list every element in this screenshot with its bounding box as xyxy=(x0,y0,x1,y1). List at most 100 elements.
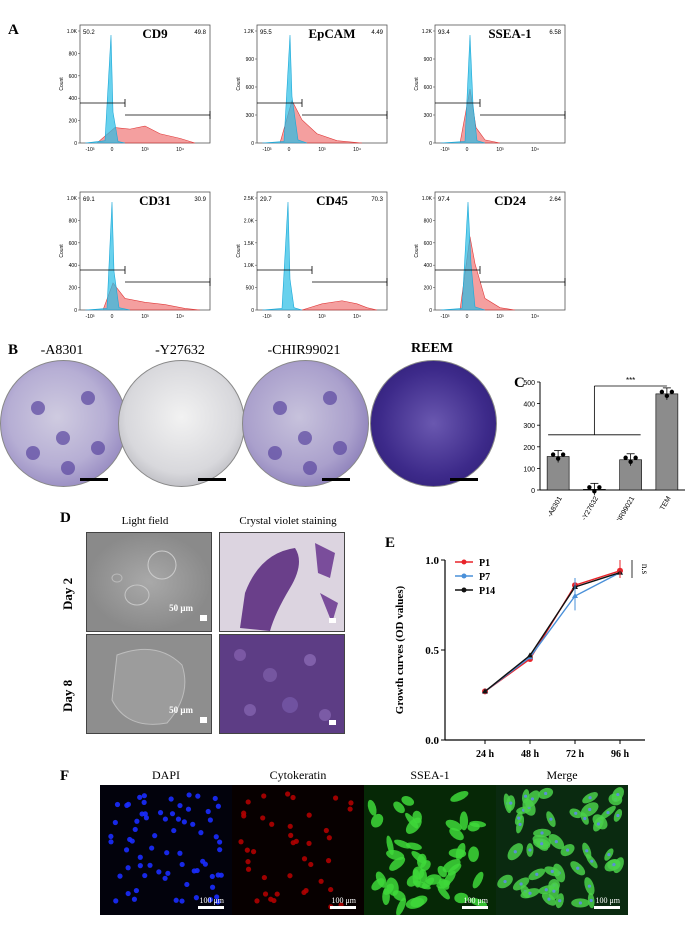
nucleus xyxy=(184,881,190,888)
y-tick-label: 1.0K xyxy=(67,29,78,35)
nucleus xyxy=(207,897,214,903)
x-tick-label: 10³ xyxy=(496,147,504,153)
marker-title: CD45 xyxy=(316,193,348,208)
culture-plate xyxy=(242,360,369,487)
y-axis-label: Count xyxy=(236,77,242,91)
scale-bar xyxy=(198,906,224,909)
fluorescence-channel-title: Cytokeratin xyxy=(269,768,327,782)
y-tick-label: 2.5K xyxy=(244,196,255,202)
row-label-day8: Day 8 xyxy=(60,679,75,712)
nucleus xyxy=(325,858,332,864)
culture-plate xyxy=(118,360,245,487)
plot-frame xyxy=(79,191,211,311)
plate-label: -CHIR99021 xyxy=(267,343,341,358)
crystal-violet-day8 xyxy=(219,634,345,734)
plot-frame xyxy=(434,24,566,144)
nucleus xyxy=(108,839,114,845)
colony xyxy=(91,441,105,455)
x-tick-label: 0 xyxy=(466,147,469,153)
histogram-cd9: 0 200 400 600 800 1.0K -10³ 0 10³ 10⁴ Count 50.2 49.… xyxy=(55,15,213,163)
sample-histogram xyxy=(440,236,516,311)
colony xyxy=(298,431,312,445)
significance-label: *** xyxy=(626,376,635,385)
y-axis-label: Count xyxy=(414,77,420,91)
nucleus xyxy=(190,821,196,827)
y-tick-label: 400 xyxy=(69,96,78,102)
nucleus xyxy=(306,840,312,846)
cell xyxy=(393,801,405,814)
fluorescence-image: 100 μm xyxy=(364,785,496,915)
nucleus xyxy=(169,811,176,817)
legend-marker xyxy=(461,573,467,579)
cell xyxy=(370,813,384,828)
x-tick-label: 10⁴ xyxy=(531,314,539,320)
scale-bar xyxy=(200,615,207,621)
panel-label-d: D xyxy=(60,510,71,526)
nucleus xyxy=(205,808,211,815)
nucleus xyxy=(552,889,556,893)
isotype-histogram xyxy=(84,201,131,311)
nucleus xyxy=(287,873,293,879)
nucleus xyxy=(175,816,182,822)
nucleus xyxy=(587,884,592,888)
nucleus xyxy=(165,870,171,876)
y-tick-label: 900 xyxy=(424,57,433,63)
nucleus xyxy=(274,891,280,897)
isotype-histogram xyxy=(261,201,303,311)
x-tick-label: 10⁴ xyxy=(176,147,184,153)
histogram-cd24: 0 200 400 600 800 1.0K -10³ 0 10³ 10⁴ Count 97.4 2.6… xyxy=(410,182,568,330)
nucleus xyxy=(209,884,216,890)
y-tick-label: 600 xyxy=(424,241,433,247)
left-gate-percent: 69.1 xyxy=(83,197,95,203)
nucleus xyxy=(141,799,147,805)
nucleus xyxy=(245,859,251,865)
nucleus xyxy=(177,850,183,856)
nucleus xyxy=(185,806,192,812)
legend-marker xyxy=(461,587,467,593)
y-tick-label: 1.0K xyxy=(67,196,78,202)
cell xyxy=(367,799,377,816)
nucleus xyxy=(540,842,544,846)
cell xyxy=(437,865,447,878)
y-tick-label: 500 xyxy=(246,286,255,292)
y-axis-label: Count xyxy=(59,77,65,91)
nucleus xyxy=(261,793,267,799)
nucleus xyxy=(301,856,308,862)
x-tick-label: -10³ xyxy=(86,147,95,153)
isotype-histogram xyxy=(261,34,308,144)
nucleus xyxy=(125,890,131,897)
right-gate-percent: 4.49 xyxy=(371,30,383,36)
cell xyxy=(445,819,462,831)
nucleus xyxy=(301,889,307,896)
fluorescence-image: 100 μm xyxy=(100,785,232,915)
nucleus xyxy=(558,899,562,903)
nucleus xyxy=(217,839,223,845)
histogram-epcam: 0 300 600 900 1.2K -10³ 0 10³ 10⁴ Count 95.5 4.49 Ep… xyxy=(232,15,390,163)
nucleus xyxy=(513,850,517,854)
plot-frame xyxy=(256,191,388,311)
cell xyxy=(405,817,422,834)
isotype-histogram xyxy=(439,34,486,144)
y-axis-label: Count xyxy=(236,244,242,258)
marker-title: CD24 xyxy=(494,193,526,208)
colony xyxy=(61,461,75,475)
y-tick-label: 1.2K xyxy=(244,29,255,35)
y-tick-label: 1.0K xyxy=(244,263,255,269)
plot-frame xyxy=(256,24,388,144)
data-point xyxy=(623,455,628,460)
y-tick-label: 0 xyxy=(251,141,254,147)
nucleus xyxy=(616,792,620,797)
nucleus xyxy=(269,821,275,827)
nucleus xyxy=(147,862,153,868)
scale-label: 100 μm xyxy=(199,896,224,905)
colony xyxy=(31,401,45,415)
colony xyxy=(273,401,287,415)
nucleus xyxy=(149,845,155,851)
x-tick-label: -CHIR99021 xyxy=(611,495,637,520)
nucleus xyxy=(137,854,143,860)
nucleus xyxy=(306,812,312,818)
y-tick-label: 0 xyxy=(429,141,432,147)
nucleus xyxy=(607,852,611,857)
panel-label-f: F xyxy=(60,768,70,784)
nucleus xyxy=(585,849,589,853)
